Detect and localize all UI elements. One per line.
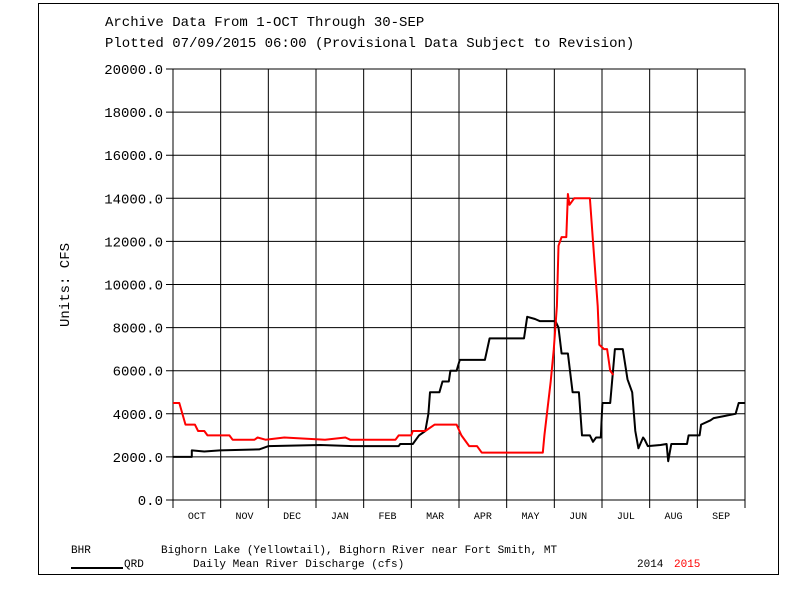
x-tick-label-nov: NOV: [235, 512, 253, 523]
x-tick-label-may: MAY: [521, 512, 539, 523]
x-tick-label-dec: DEC: [283, 512, 301, 523]
x-tick-label-jul: JUL: [617, 512, 635, 523]
x-tick-label-oct: OCT: [188, 512, 206, 523]
legend-param-name: Daily Mean River Discharge (cfs): [193, 559, 404, 571]
legend-year-2015: 2015: [674, 559, 700, 571]
x-tick-label-jun: JUN: [569, 512, 587, 523]
chart-frame: [38, 3, 779, 575]
y-tick-label: 16000.0: [104, 149, 163, 165]
x-tick-label-jan: JAN: [331, 512, 349, 523]
y-tick-label: 8000.0: [113, 322, 163, 338]
y-tick-label: 2000.0: [113, 451, 163, 467]
x-tick-label-mar: MAR: [426, 512, 444, 523]
x-tick-label-aug: AUG: [664, 512, 682, 523]
legend-station-code: BHR: [71, 545, 91, 557]
y-tick-label: 18000.0: [104, 106, 163, 122]
y-tick-label: 14000.0: [104, 192, 163, 208]
legend-year-2014: 2014: [637, 559, 664, 571]
chart-title-line-2: Plotted 07/09/2015 06:00 (Provisional Da…: [105, 36, 634, 52]
x-tick-label-apr: APR: [474, 512, 492, 523]
y-tick-label: 0.0: [138, 494, 163, 510]
x-tick-label-feb: FEB: [378, 512, 396, 523]
legend-param-code: QRD: [124, 559, 144, 571]
y-tick-label: 12000.0: [104, 235, 163, 251]
y-tick-label: 6000.0: [113, 365, 163, 381]
y-tick-label: 20000.0: [104, 63, 163, 79]
y-tick-label: 4000.0: [113, 408, 163, 424]
x-tick-label-sep: SEP: [712, 512, 730, 523]
chart-title-line-1: Archive Data From 1-OCT Through 30-SEP: [105, 15, 424, 31]
series-line-2014: [173, 315, 745, 463]
y-axis-label: Units: CFS: [58, 243, 74, 327]
y-tick-label: 10000.0: [104, 279, 163, 295]
series-line-2015: [173, 193, 615, 454]
legend-station-name: Bighorn Lake (Yellowtail), Bighorn River…: [161, 545, 557, 557]
